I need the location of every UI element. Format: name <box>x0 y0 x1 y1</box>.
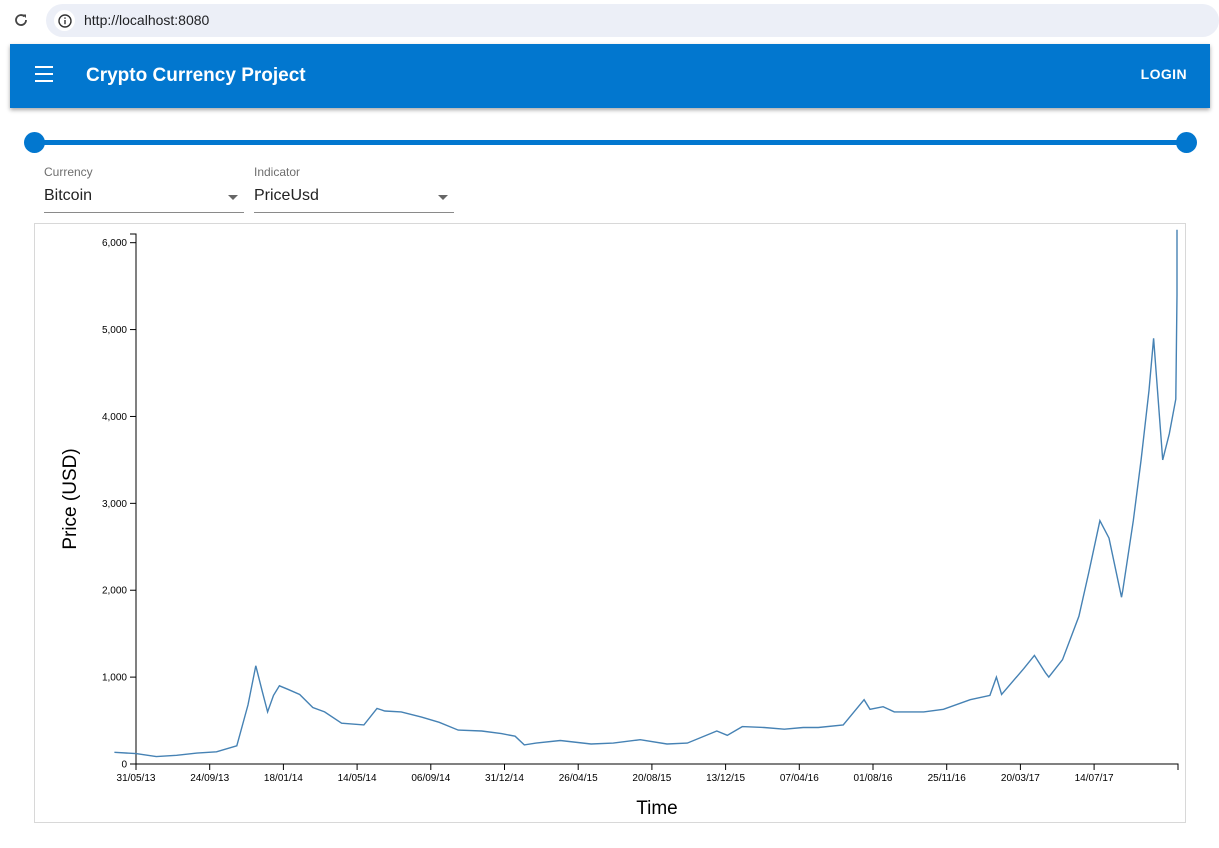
y-axis-title: Price (USD) <box>60 448 81 549</box>
currency-label: Currency <box>44 165 93 179</box>
y-axis-line <box>130 233 137 765</box>
app-title: Crypto Currency Project <box>86 65 306 86</box>
slider-track[interactable] <box>34 140 1186 145</box>
y-tick-label: 0 <box>121 760 127 771</box>
x-tick-label: 20/03/17 <box>1001 773 1040 784</box>
x-tick-label: 13/12/15 <box>706 773 745 784</box>
price-chart-svg: 0 1,000 2,000 3,000 4,000 5,000 6,000 31/05/13… <box>60 229 1179 819</box>
date-range-slider[interactable] <box>24 132 1197 154</box>
slider-thumb-end[interactable] <box>1176 132 1197 153</box>
x-tick-label: 07/04/16 <box>780 773 819 784</box>
price-line <box>114 229 1178 758</box>
x-axis-line <box>135 763 1179 770</box>
browser-toolbar: http://localhost:8080 <box>0 0 1219 42</box>
currency-select[interactable]: Currency Bitcoin <box>44 164 244 213</box>
x-tick-label: 06/09/14 <box>411 773 450 784</box>
currency-value[interactable]: Bitcoin <box>44 187 93 204</box>
y-tick-label: 5,000 <box>102 325 127 336</box>
login-button[interactable]: LOGIN <box>1140 66 1187 82</box>
x-tick-label: 24/09/13 <box>190 773 229 784</box>
indicator-select[interactable]: Indicator PriceUsd <box>254 164 454 213</box>
url-text[interactable]: http://localhost:8080 <box>84 12 210 28</box>
y-tick-label: 6,000 <box>102 238 127 249</box>
x-tick-label: 31/05/13 <box>117 773 156 784</box>
y-axis: 0 1,000 2,000 3,000 4,000 5,000 6,000 <box>102 233 137 771</box>
reload-icon[interactable] <box>10 9 32 31</box>
x-axis: 31/05/13 24/09/13 18/01/14 14/05/14 06/09/14… <box>117 763 1179 784</box>
x-tick-label: 14/07/17 <box>1075 773 1114 784</box>
site-info-icon[interactable] <box>54 10 75 31</box>
app-bar: Crypto Currency Project LOGIN <box>10 44 1210 108</box>
slider-thumb-start[interactable] <box>24 132 45 153</box>
y-tick-label: 4,000 <box>102 412 127 423</box>
currency-dropdown-arrow-icon[interactable] <box>228 195 238 200</box>
x-tick-label: 20/08/15 <box>632 773 671 784</box>
y-tick-label: 2,000 <box>102 586 127 597</box>
indicator-value[interactable]: PriceUsd <box>254 187 319 204</box>
x-tick-label: 14/05/14 <box>338 773 377 784</box>
y-tick-label: 1,000 <box>102 673 127 684</box>
x-tick-label: 01/08/16 <box>854 773 893 784</box>
address-bar[interactable]: http://localhost:8080 <box>46 4 1219 37</box>
x-axis-title: Time <box>636 798 678 819</box>
x-tick-label: 25/11/16 <box>928 773 967 784</box>
price-chart: 0 1,000 2,000 3,000 4,000 5,000 6,000 31/05/13… <box>34 223 1186 823</box>
indicator-dropdown-arrow-icon[interactable] <box>438 195 448 200</box>
y-tick-label: 3,000 <box>102 499 127 510</box>
indicator-label: Indicator <box>254 165 301 179</box>
x-tick-label: 18/01/14 <box>264 773 303 784</box>
x-tick-label: 26/04/15 <box>559 773 598 784</box>
x-tick-label: 31/12/14 <box>485 773 524 784</box>
menu-icon[interactable] <box>35 66 57 86</box>
